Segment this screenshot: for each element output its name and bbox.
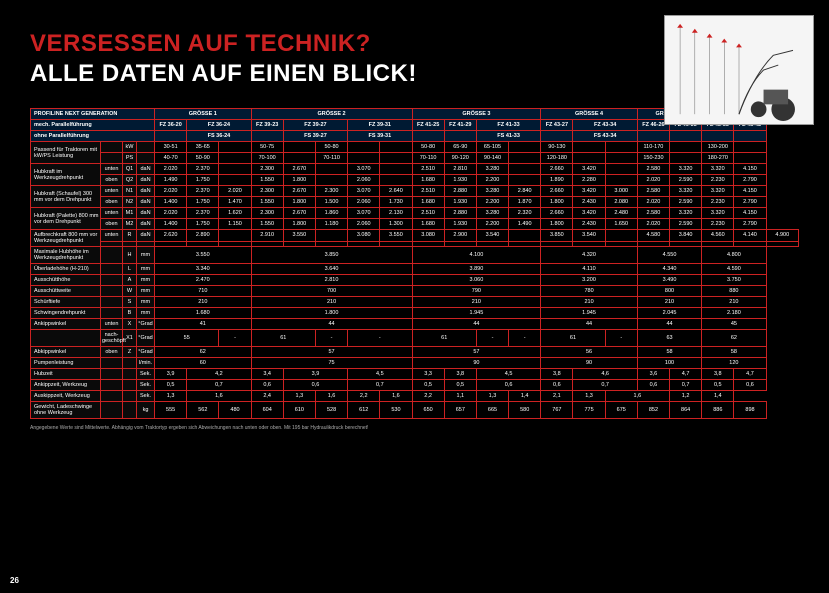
footnote: Angegebene Werte sind Mittelwerte. Abhän…	[30, 425, 799, 432]
page-number: 26	[10, 576, 19, 585]
row-ohne: ohne Parallelführung	[31, 131, 155, 142]
loader-diagram	[664, 15, 814, 125]
header-main: PROFILINE NEXT GENERATION	[31, 109, 155, 120]
spec-table: PROFILINE NEXT GENERATION GRÖSSE 1 GRÖSS…	[30, 108, 799, 419]
row-mech: mech. Parallelführung	[31, 120, 155, 131]
